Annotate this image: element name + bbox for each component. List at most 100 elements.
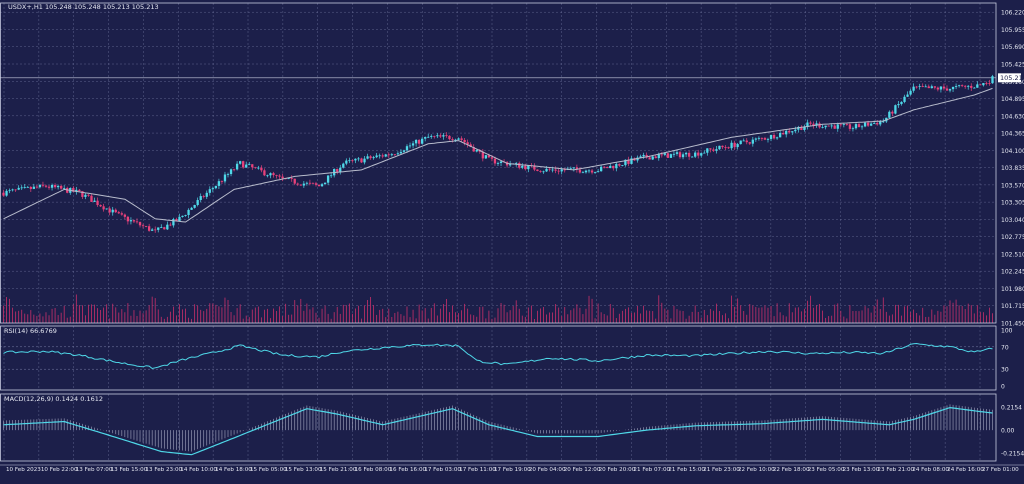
candle-body [44, 185, 48, 187]
candle-body [151, 229, 154, 231]
candle-body [493, 158, 497, 164]
time-axis-tick-label: 20 Feb 04:00 [529, 467, 566, 473]
candle-body [96, 200, 99, 206]
candle-body [202, 196, 205, 197]
candle-body [976, 84, 979, 88]
candle-body [454, 139, 457, 141]
candle-body [466, 142, 469, 145]
candle-body [675, 152, 679, 154]
candle-body [599, 166, 603, 172]
candle-body [475, 150, 478, 152]
candle-body [314, 183, 318, 185]
candle-body [8, 190, 11, 192]
candle-body [533, 165, 536, 170]
price-tag: 105.213 [998, 73, 1024, 83]
candle-body [190, 207, 193, 210]
candle-body [557, 170, 560, 172]
candle-body [648, 157, 651, 160]
time-axis-tick-label: 20 Feb 20:00 [599, 467, 636, 473]
candle-body [451, 139, 454, 140]
candle-body [20, 187, 23, 189]
candle-body [551, 169, 554, 171]
candle-body [436, 135, 439, 137]
candle-body [660, 154, 663, 156]
candle-body [144, 225, 148, 227]
candle-body [196, 200, 199, 206]
candle-body [508, 164, 512, 166]
candle-body [621, 165, 624, 166]
candle-body [736, 144, 739, 148]
candle-body [936, 87, 940, 90]
candle-body [323, 182, 327, 185]
candle-body [524, 165, 527, 170]
candle-body [369, 156, 372, 159]
time-axis-tick-label: 15 Feb 05:00 [250, 467, 287, 473]
candle-body [311, 182, 315, 184]
candle-body [921, 86, 924, 87]
time-axis-tick-label: 14 Feb 18:00 [215, 467, 252, 473]
candle-body [657, 154, 660, 159]
candle-body [618, 163, 621, 166]
candle-body [263, 170, 266, 176]
candle-body [791, 131, 794, 133]
candle-body [38, 184, 42, 188]
candle-body [208, 189, 211, 193]
candle-body [593, 172, 597, 173]
candle-body [763, 138, 767, 140]
candle-body [569, 168, 572, 170]
candle-body [363, 158, 366, 163]
candle-body [269, 173, 272, 176]
candle-body [226, 174, 230, 175]
candle-body [866, 122, 870, 126]
candle-body [129, 220, 133, 222]
candle-body [414, 139, 418, 144]
rsi-axis-tick-label: 100 [1001, 328, 1013, 335]
price-axis-tick-label: 101.980 [1001, 286, 1024, 293]
moving-average-line [3, 87, 993, 223]
candle-body [803, 127, 806, 131]
candle-body [727, 147, 730, 149]
candle-body [681, 154, 685, 158]
candle-body [2, 192, 5, 196]
candle-body [927, 86, 930, 89]
candle-body [99, 205, 102, 207]
candle-body [120, 213, 123, 215]
candle-body [751, 139, 754, 144]
price-axis-tick-label: 102.510 [1001, 251, 1024, 258]
candle-body [245, 164, 248, 168]
candle-body [706, 148, 709, 153]
candle-body [339, 167, 342, 172]
candle-body [684, 152, 688, 155]
rsi-label: RSI(14) 66.6769 [4, 327, 57, 335]
candle-body [242, 161, 245, 168]
candle-body [238, 161, 242, 164]
candle-body [782, 133, 785, 135]
candle-body [815, 123, 818, 126]
candle-body [427, 136, 430, 138]
candle-body [11, 189, 14, 191]
candle-body [381, 155, 384, 157]
candle-body [154, 229, 157, 231]
candle-body [587, 170, 591, 172]
candle-body [542, 171, 545, 173]
candle-body [481, 151, 484, 159]
price-tag-value: 105.213 [1000, 74, 1024, 82]
candle-body [848, 124, 852, 129]
time-axis-tick-label: 23 Feb 21:00 [877, 467, 914, 473]
candle-body [745, 140, 748, 143]
candle-body [439, 135, 442, 137]
candle-body [833, 125, 836, 129]
candle-body [75, 189, 78, 192]
candle-body [408, 145, 412, 147]
macd-axis-tick-label: 0.2154 [1001, 405, 1022, 412]
candle-body [845, 123, 849, 125]
candle-body [909, 90, 912, 95]
candle-body [117, 212, 120, 214]
candle-body [84, 194, 87, 197]
candle-body [223, 174, 227, 182]
candle-body [663, 153, 667, 155]
candle-body [56, 185, 60, 188]
candle-body [863, 122, 867, 127]
